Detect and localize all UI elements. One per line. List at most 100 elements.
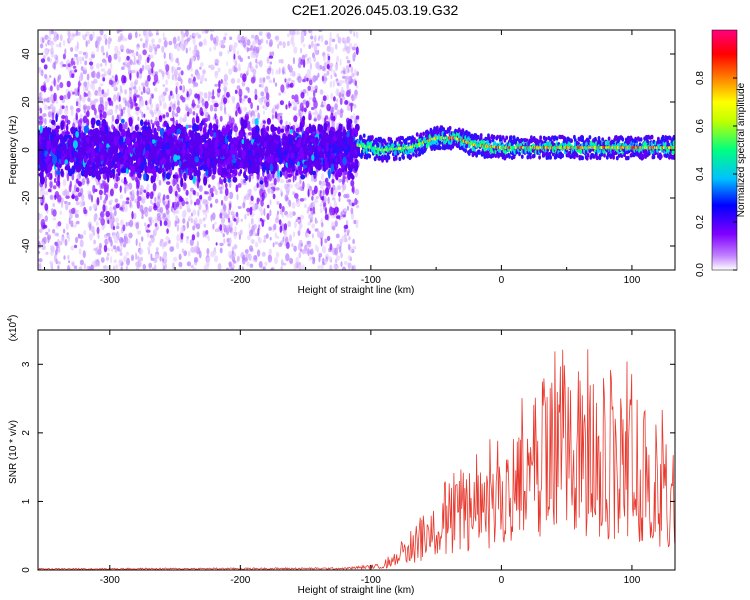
spectrogram-noise-cell [228, 261, 232, 268]
spectrogram-noise-cell [324, 238, 328, 244]
spectrogram-noise-cell [251, 34, 255, 39]
spectrogram-noise-cell [274, 111, 278, 119]
spectrogram-noise-cell [64, 48, 67, 55]
spectrogram-noise-cell [82, 67, 87, 71]
spectrogram-noise-cell [237, 231, 241, 236]
spectrogram-noise-cell [201, 98, 205, 106]
spectrogram-noise-cell [321, 180, 326, 187]
spectrogram-noise-cell [303, 107, 307, 113]
spectrogram-noise-cell [308, 97, 312, 101]
spectrogram-noise-cell [285, 253, 290, 262]
spectrogram-noise-cell [289, 30, 294, 36]
spectrogram-noise-cell [163, 52, 166, 59]
spectrogram-noise-cell [269, 39, 273, 47]
spectrogram-noise-cell [142, 42, 146, 49]
spectrogram-noise-cell [336, 89, 339, 97]
spectrogram-noise-cell [236, 78, 241, 84]
spectrogram-noise-cell [213, 45, 216, 51]
spectrogram-noise-cell [78, 266, 83, 270]
spectrogram-noise-cell [119, 185, 122, 193]
spectrogram-band-cell [354, 158, 359, 167]
spectrogram-noise-cell [158, 95, 162, 103]
spectrogram-noise-cell [203, 264, 207, 270]
spectrogram-noise-cell [209, 30, 215, 33]
spectrogram-noise-cell [103, 112, 107, 119]
spectrogram-noise-cell [291, 100, 296, 105]
spectrogram-band-cell [92, 168, 97, 177]
spectrogram-noise-cell [203, 38, 207, 46]
spectrogram-noise-cell [321, 173, 324, 181]
spectrogram-noise-cell [118, 103, 122, 112]
spectrogram-noise-cell [326, 103, 331, 112]
spectrogram-noise-cell [189, 239, 194, 246]
spectrogram-noise-cell [72, 65, 77, 69]
spectrogram-noise-cell [222, 223, 226, 229]
spectrogram-noise-cell [161, 45, 165, 53]
spectrogram-noise-cell [195, 32, 200, 37]
spectrogram-noise-cell [101, 58, 106, 63]
spectrogram-noise-cell [246, 211, 250, 216]
spectrogram-noise-cell [196, 231, 200, 238]
spectrogram-noise-cell [141, 210, 145, 215]
spectrogram-noise-cell [52, 202, 55, 208]
spectrogram-noise-cell [189, 47, 191, 52]
spectrogram-noise-cell [221, 43, 224, 48]
spectrogram-noise-cell [352, 238, 355, 245]
spectrogram-noise-cell [309, 207, 313, 212]
spectrogram-noise-cell [67, 63, 71, 68]
spectrogram-noise-cell [127, 107, 131, 115]
spectrogram-noise-cell [210, 251, 215, 258]
spectrogram-noise-cell [208, 184, 211, 189]
spectrogram-noise-cell [302, 58, 306, 68]
spectrogram-band-cell [153, 173, 157, 180]
spectrogram-noise-cell [156, 173, 160, 182]
spectrogram-noise-cell [48, 97, 52, 102]
spectrogram-noise-cell [79, 200, 83, 208]
spectrogram-noise-cell [234, 89, 238, 95]
spectrogram-noise-cell [194, 245, 198, 253]
spectrogram-noise-cell [144, 58, 147, 66]
spectrogram-noise-cell [54, 194, 57, 200]
spectrogram-band-cell [317, 123, 321, 132]
spectrogram-noise-cell [141, 236, 144, 242]
spectrogram-noise-cell [142, 264, 147, 270]
spectrogram-noise-cell [106, 256, 109, 261]
spectrogram-noise-cell [166, 194, 170, 200]
spectrogram-noise-cell [115, 264, 119, 270]
spectrogram-noise-cell [109, 206, 113, 213]
spectrogram-noise-cell [257, 112, 260, 120]
spectrogram-noise-cell [228, 217, 231, 223]
spectrogram-noise-cell [307, 188, 310, 197]
spectrogram-noise-cell [342, 66, 346, 71]
spectrogram-noise-cell [317, 265, 322, 269]
spectrogram-noise-cell [321, 245, 327, 254]
spectrogram-noise-cell [334, 220, 338, 228]
spectrogram-band-cell [91, 123, 95, 129]
spectrogram-noise-cell [236, 255, 240, 262]
spectrogram-noise-cell [157, 216, 162, 222]
spectrogram-noise-cell [224, 111, 227, 115]
spectrogram-noise-cell [237, 183, 242, 188]
spectrogram-noise-cell [228, 191, 234, 200]
spectrogram-noise-cell [181, 248, 184, 253]
spectrogram-noise-cell [253, 255, 258, 261]
spectrogram-noise-cell [342, 75, 346, 79]
spectrogram-noise-cell [155, 103, 160, 111]
spectrogram-noise-cell [235, 110, 238, 117]
spectrogram-noise-cell [102, 77, 106, 82]
spectrogram-noise-cell [90, 264, 95, 270]
spectrogram-noise-cell [138, 85, 141, 92]
spectrogram-noise-cell [96, 226, 100, 235]
spectrogram-noise-cell [63, 255, 66, 260]
spectrogram-noise-cell [126, 62, 130, 69]
spectrogram-band-cell [276, 126, 281, 135]
spectrogram-noise-cell [273, 177, 277, 186]
spectrogram-noise-cell [176, 45, 181, 52]
spectrogram-noise-cell [54, 178, 57, 183]
spectrogram-noise-cell [128, 232, 133, 239]
spectrogram-noise-cell [354, 198, 358, 206]
spectrogram-noise-cell [149, 96, 152, 105]
spectrogram-noise-cell [43, 64, 48, 70]
